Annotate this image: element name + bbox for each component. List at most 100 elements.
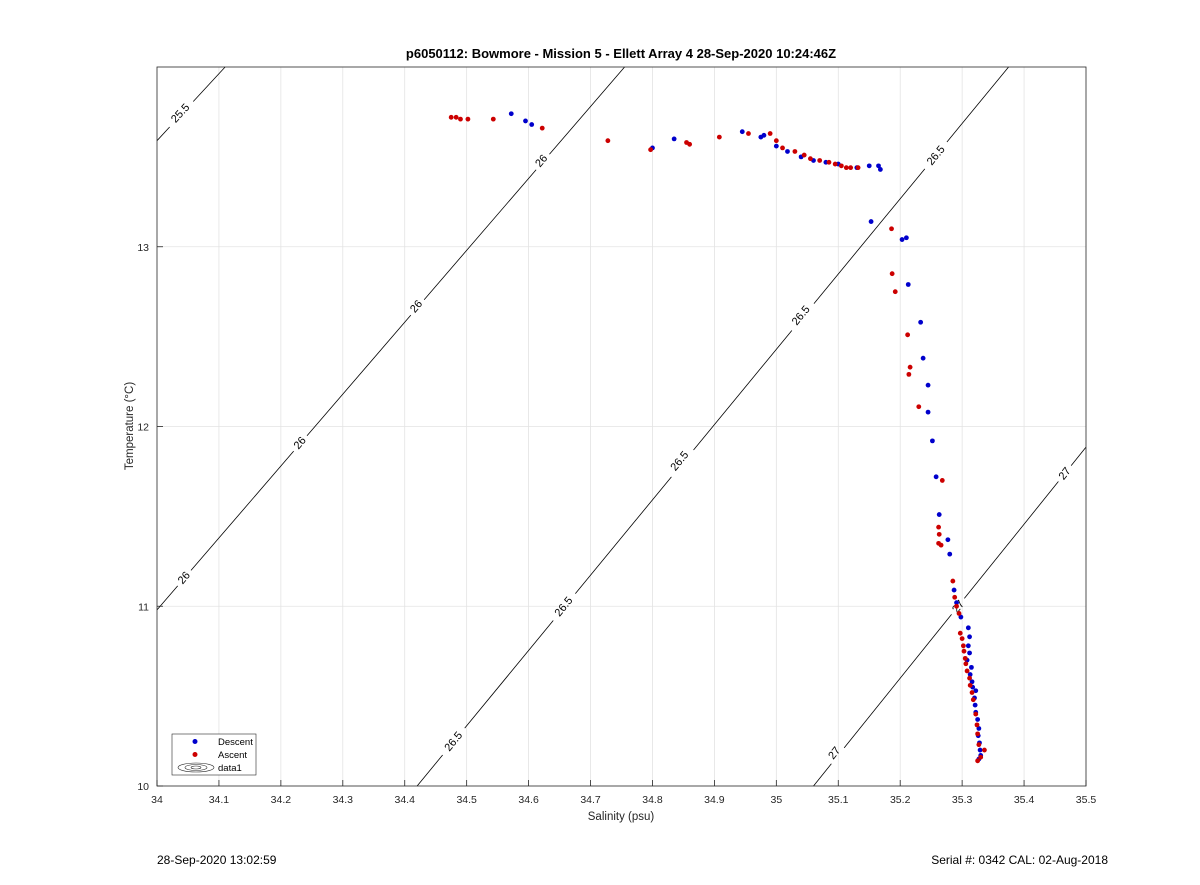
data-point-ascent [448, 114, 454, 120]
data-point-descent [933, 474, 939, 480]
data-point-ascent [974, 722, 980, 728]
isopycnal-line-26.5 [416, 754, 443, 787]
isopycnal-line-26 [423, 169, 537, 300]
data-point-ascent [832, 161, 838, 167]
y-tick-label: 11 [138, 601, 149, 613]
data-point-ascent [969, 690, 975, 695]
isopycnal-line-27 [964, 481, 1059, 599]
footer-serial-cal: Serial #: 0342 CAL: 02-Aug-2018 [931, 853, 1108, 867]
contour-label: 26.5 [668, 449, 691, 473]
data-point-descent [671, 136, 677, 142]
data-point-ascent [792, 149, 798, 154]
data-point-descent [761, 132, 767, 138]
data-point-ascent [906, 371, 912, 377]
data-point-descent [905, 282, 911, 287]
x-tick-label: 35.2 [890, 794, 911, 806]
contour-label: 27 [826, 745, 843, 762]
data-point-descent [920, 355, 926, 361]
data-point-ascent [838, 163, 844, 169]
data-point-descent [965, 643, 971, 649]
data-point-ascent [780, 145, 785, 151]
data-point-ascent [938, 542, 944, 548]
data-point-ascent [956, 611, 962, 616]
data-point-ascent [605, 138, 611, 144]
data-point-descent [903, 235, 909, 241]
y-tick-label: 10 [137, 781, 149, 793]
contour-label: 26.5 [553, 595, 576, 619]
data-point-ascent [889, 271, 895, 277]
contour-label: 26 [533, 153, 550, 170]
data-point-ascent [465, 116, 471, 122]
data-point-descent [947, 551, 953, 557]
isopycnal-line-26.5 [464, 620, 554, 729]
x-axis-label: Salinity (psu) [588, 811, 655, 823]
x-tick-label: 35.5 [1076, 794, 1097, 806]
legend-marker-ascent [192, 752, 198, 757]
isopycnal-line-26 [156, 585, 178, 611]
isopycnal-line-25.5 [156, 126, 170, 141]
data-point-ascent [975, 731, 981, 737]
x-tick-label: 35.3 [952, 794, 973, 806]
data-point-descent [899, 237, 905, 242]
data-point-descent [508, 111, 514, 117]
data-point-ascent [905, 332, 911, 338]
data-point-ascent [817, 158, 823, 163]
data-point-descent [529, 122, 535, 127]
data-point-descent [945, 537, 951, 543]
y-axis-label: Temperature (°C) [124, 382, 136, 470]
contour-label: 27 [1057, 465, 1074, 482]
legend-label-data1: data1 [218, 763, 242, 774]
data-point-descent [925, 382, 931, 388]
data-point-ascent [952, 594, 958, 600]
data-point-ascent [843, 165, 849, 171]
data-point-descent [958, 614, 964, 620]
data-point-ascent [970, 697, 976, 703]
data-point-ascent [959, 636, 965, 642]
x-tick-label: 35.4 [1014, 794, 1035, 806]
data-point-descent [925, 409, 931, 415]
data-point-descent [975, 717, 981, 722]
y-tick-label: 12 [137, 422, 149, 434]
isopycnal-line-26.5 [693, 330, 793, 451]
data-point-ascent [826, 159, 832, 165]
data-point-ascent [960, 643, 966, 649]
footer-timestamp: 28-Sep-2020 13:02:59 [157, 853, 277, 867]
contour-label: 26.5 [442, 730, 465, 754]
legend-contour-icon [177, 762, 215, 773]
data-point-ascent [982, 747, 987, 753]
data-point-descent [967, 634, 972, 640]
x-tick-label: 34.1 [209, 794, 230, 806]
data-point-ascent [957, 630, 963, 636]
data-point-ascent [976, 742, 982, 748]
y-tick-label: 13 [137, 242, 149, 254]
data-point-descent [973, 688, 979, 694]
data-point-ascent [648, 147, 654, 153]
x-tick-label: 34.4 [395, 794, 416, 806]
data-point-ascent [808, 156, 813, 162]
legend-label-descent: Descent [218, 737, 253, 748]
x-tick-label: 34.6 [518, 794, 539, 806]
isopycnal-line-25.5 [192, 66, 226, 102]
data-point-ascent [458, 116, 463, 122]
data-point-ascent [716, 134, 722, 140]
data-point-ascent [950, 578, 956, 584]
series-ascent [448, 114, 987, 764]
isopycnal-line-27 [1070, 446, 1087, 466]
contour-label: 26.5 [925, 144, 948, 168]
x-tick-label: 34.9 [704, 794, 725, 806]
data-point-ascent [967, 682, 973, 688]
x-tick-label: 34 [151, 794, 163, 806]
data-point-descent [866, 163, 872, 169]
chart-title: p6050112: Bowmore - Mission 5 - Ellett A… [406, 46, 836, 61]
data-point-descent [785, 149, 790, 154]
data-point-descent [969, 679, 975, 685]
y-axis-ticks: 10 11 12 13 [137, 242, 163, 793]
data-point-descent [954, 600, 959, 606]
x-tick-label: 34.5 [456, 794, 477, 806]
isopycnal-line-26 [549, 66, 625, 155]
isopycnal-line-26 [306, 314, 412, 436]
data-point-ascent [490, 116, 496, 122]
data-point-ascent [964, 668, 970, 674]
data-point-descent [967, 672, 973, 677]
